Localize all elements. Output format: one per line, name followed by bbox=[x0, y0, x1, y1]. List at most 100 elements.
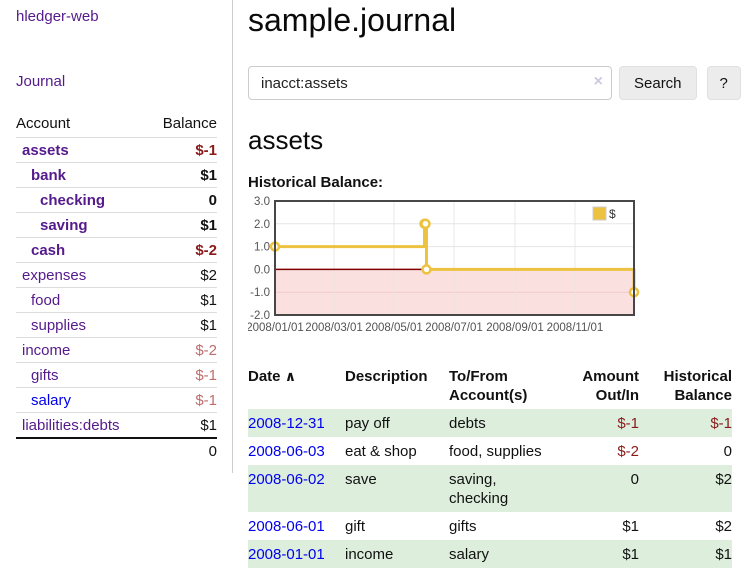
account-balance: $2 bbox=[147, 262, 217, 288]
account-link-liabilities-debts[interactable]: liabilities:debts bbox=[22, 417, 120, 434]
transaction-balance: 0 bbox=[723, 443, 732, 460]
register-table: Date ∧ Description To/From Account(s) Am… bbox=[248, 365, 732, 568]
transaction-accounts: debts bbox=[449, 415, 486, 432]
page: hledger-web Journal Account Balance asse… bbox=[0, 0, 742, 568]
accounts-total: 0 bbox=[147, 437, 217, 463]
account-row: saving $1 bbox=[16, 212, 217, 238]
accounts-header-balance: Balance bbox=[162, 115, 217, 132]
transaction-date-link[interactable]: 2008-12-31 bbox=[248, 415, 325, 432]
account-link-food[interactable]: food bbox=[31, 292, 61, 309]
account-row: expenses $2 bbox=[16, 262, 217, 288]
chart-legend-label: $ bbox=[609, 207, 616, 221]
transaction-amount: $-2 bbox=[617, 443, 639, 460]
transaction-date-link[interactable]: 2008-06-03 bbox=[248, 443, 325, 460]
register-row: 2008-01-01 income salary $1 $1 bbox=[248, 540, 732, 568]
account-row: salary $-1 bbox=[16, 387, 217, 413]
account-row: cash $-2 bbox=[16, 237, 217, 263]
sidebar-item-journal[interactable]: Journal bbox=[16, 73, 66, 90]
transaction-description: save bbox=[345, 471, 377, 488]
account-balance: $1 bbox=[147, 212, 217, 238]
register-header-date[interactable]: Date ∧ bbox=[248, 368, 297, 385]
transaction-balance: $-1 bbox=[710, 415, 732, 432]
accounts-table: Account Balance assets $-1 bank $1 check… bbox=[16, 112, 217, 463]
register-row: 2008-12-31 pay off debts $-1 $-1 bbox=[248, 409, 732, 437]
account-link-expenses[interactable]: expenses bbox=[22, 267, 87, 284]
account-balance: $-1 bbox=[147, 387, 217, 413]
register-header-balance: Historical Balance bbox=[663, 368, 732, 404]
account-link-assets[interactable]: assets bbox=[22, 142, 69, 159]
svg-text:2008/07/01: 2008/07/01 bbox=[425, 322, 483, 334]
account-row: food $1 bbox=[16, 287, 217, 313]
transaction-balance: $1 bbox=[715, 546, 732, 563]
main-content: sample.journal × Search ? assets Histori… bbox=[233, 0, 742, 568]
accounts-total-row: 0 bbox=[16, 437, 217, 463]
clear-search-icon[interactable]: × bbox=[593, 73, 603, 90]
account-balance: $-2 bbox=[147, 237, 217, 263]
search-button[interactable]: Search bbox=[619, 66, 697, 100]
transaction-description: eat & shop bbox=[345, 443, 417, 460]
svg-text:2008/09/01: 2008/09/01 bbox=[486, 322, 544, 334]
page-title: sample.journal bbox=[248, 2, 457, 38]
register-header-accounts: To/From Account(s) bbox=[449, 368, 528, 404]
transaction-accounts: salary bbox=[449, 546, 490, 563]
register-header-amount: Amount Out/In bbox=[582, 368, 639, 404]
sidebar: hledger-web Journal Account Balance asse… bbox=[0, 0, 233, 473]
svg-text:2008/11/01: 2008/11/01 bbox=[547, 322, 604, 334]
search-form: × Search ? bbox=[248, 66, 741, 100]
svg-text:2.0: 2.0 bbox=[254, 219, 270, 231]
transaction-date-link[interactable]: 2008-06-01 bbox=[248, 518, 325, 535]
transaction-accounts: gifts bbox=[449, 518, 477, 535]
transaction-accounts: saving, checking bbox=[449, 471, 509, 507]
transaction-date-link[interactable]: 2008-01-01 bbox=[248, 546, 325, 563]
transaction-description: income bbox=[345, 546, 394, 563]
register-header-description: Description bbox=[345, 368, 428, 385]
account-balance: $1 bbox=[147, 162, 217, 188]
transaction-amount: 0 bbox=[630, 471, 639, 488]
account-balance: $1 bbox=[147, 312, 217, 338]
transaction-amount: $1 bbox=[622, 546, 639, 563]
account-balance: $-1 bbox=[147, 137, 217, 163]
register-row: 2008-06-01 gift gifts $1 $2 bbox=[248, 512, 732, 540]
transaction-accounts: food, supplies bbox=[449, 443, 542, 460]
account-row: assets $-1 bbox=[16, 137, 217, 163]
account-link-gifts[interactable]: gifts bbox=[31, 367, 59, 384]
accounts-header-account: Account bbox=[16, 115, 71, 132]
register-row: 2008-06-03 eat & shop food, supplies $-2… bbox=[248, 437, 732, 465]
svg-text:-2.0: -2.0 bbox=[250, 310, 270, 322]
transaction-balance: $2 bbox=[715, 471, 732, 488]
account-balance: 0 bbox=[147, 187, 217, 213]
account-balance: $1 bbox=[147, 287, 217, 313]
account-link-bank[interactable]: bank bbox=[31, 167, 67, 184]
account-row: liabilities:debts $1 bbox=[16, 412, 217, 438]
svg-text:-1.0: -1.0 bbox=[250, 287, 270, 299]
balance-chart: 3.0 2.0 1.0 0.0 -1.0 -2.0 2008/01/01 2008/03/01… bbox=[246, 195, 741, 344]
account-row: gifts $-1 bbox=[16, 362, 217, 388]
transaction-description: gift bbox=[345, 518, 366, 535]
account-link-saving[interactable]: saving bbox=[40, 217, 88, 234]
sort-asc-icon: ∧ bbox=[284, 368, 297, 384]
account-link-checking[interactable]: checking bbox=[40, 192, 106, 209]
transaction-amount: $1 bbox=[622, 518, 639, 535]
account-link-income[interactable]: income bbox=[22, 342, 71, 359]
account-link-supplies[interactable]: supplies bbox=[31, 317, 87, 334]
account-row: income $-2 bbox=[16, 337, 217, 363]
account-balance: $-1 bbox=[147, 362, 217, 388]
account-row: supplies $1 bbox=[16, 312, 217, 338]
account-balance: $1 bbox=[147, 412, 217, 438]
transaction-amount: $-1 bbox=[617, 415, 639, 432]
transaction-date-link[interactable]: 2008-06-02 bbox=[248, 471, 325, 488]
account-row: checking 0 bbox=[16, 187, 217, 213]
app-title-link[interactable]: hledger-web bbox=[16, 8, 99, 25]
account-link-cash[interactable]: cash bbox=[31, 242, 66, 259]
account-heading: assets bbox=[248, 125, 324, 155]
chart-label: Historical Balance: bbox=[248, 174, 384, 191]
help-button[interactable]: ? bbox=[706, 66, 741, 100]
search-input[interactable] bbox=[248, 66, 612, 100]
svg-text:2008/01/01: 2008/01/01 bbox=[248, 322, 304, 334]
account-link-salary[interactable]: salary bbox=[31, 392, 72, 409]
transaction-balance: $2 bbox=[715, 518, 732, 535]
svg-text:2008/05/01: 2008/05/01 bbox=[365, 322, 423, 334]
register-row: 2008-06-02 save saving, checking 0 $2 bbox=[248, 465, 732, 512]
svg-text:0.0: 0.0 bbox=[254, 264, 270, 276]
transaction-description: pay off bbox=[345, 415, 390, 432]
